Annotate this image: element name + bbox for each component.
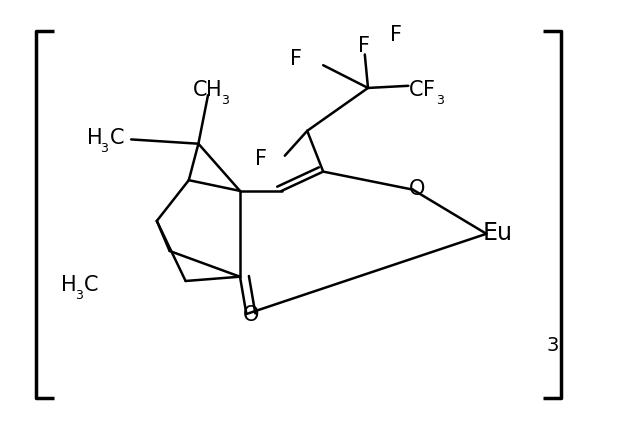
Text: Eu: Eu (483, 221, 513, 245)
Text: H: H (87, 128, 102, 148)
Text: O: O (408, 179, 425, 199)
Text: H: H (206, 80, 221, 100)
Text: F: F (358, 36, 369, 56)
Text: F: F (290, 49, 301, 69)
Text: 3: 3 (436, 94, 444, 107)
Text: C: C (110, 128, 124, 148)
Text: H: H (61, 275, 77, 295)
Text: 3: 3 (75, 289, 83, 302)
Text: 3: 3 (221, 94, 229, 107)
Text: F: F (390, 25, 401, 45)
Text: 3: 3 (546, 336, 559, 355)
Text: 3: 3 (100, 142, 108, 155)
Text: C: C (409, 80, 423, 100)
Text: F: F (423, 80, 435, 100)
Text: F: F (255, 149, 267, 169)
Text: C: C (84, 275, 99, 295)
Text: O: O (243, 305, 260, 325)
Text: C: C (193, 80, 207, 100)
